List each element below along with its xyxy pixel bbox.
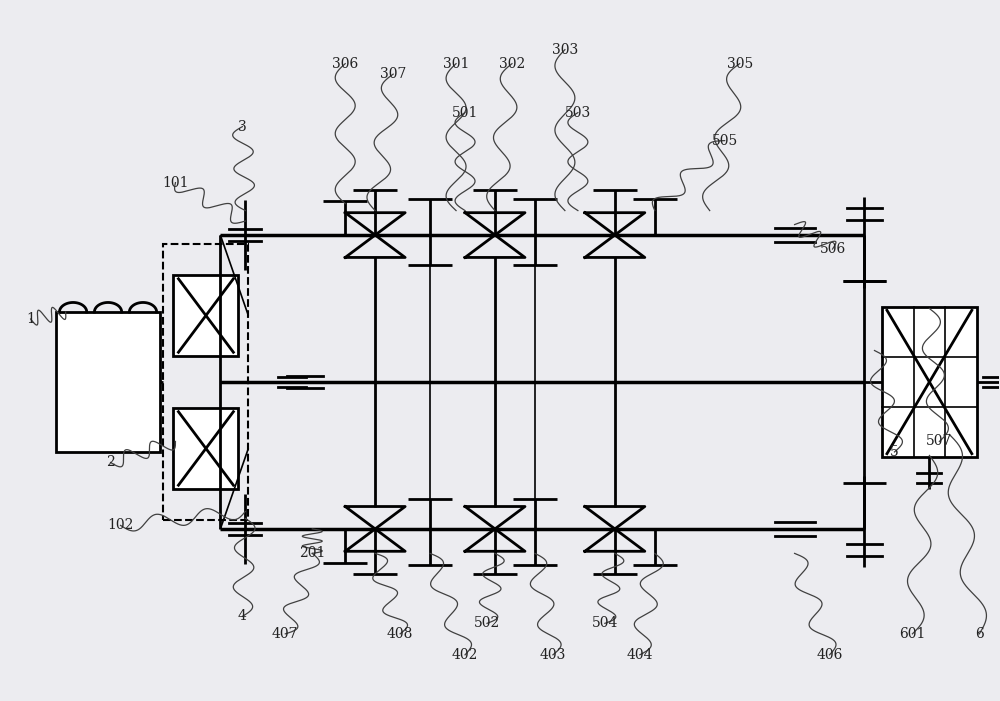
Text: 102: 102 xyxy=(107,519,134,532)
Text: 201: 201 xyxy=(299,546,325,560)
Text: 507: 507 xyxy=(926,435,953,449)
Text: 408: 408 xyxy=(387,627,413,641)
Text: 1: 1 xyxy=(26,312,35,326)
Text: 5: 5 xyxy=(890,445,899,459)
Text: 403: 403 xyxy=(540,648,566,662)
Text: 402: 402 xyxy=(452,648,478,662)
Text: 101: 101 xyxy=(162,175,189,189)
Text: 503: 503 xyxy=(565,106,591,120)
Text: 4: 4 xyxy=(238,609,247,623)
Text: 302: 302 xyxy=(499,57,525,71)
Bar xyxy=(882,307,977,457)
Text: 407: 407 xyxy=(272,627,299,641)
Text: 505: 505 xyxy=(712,134,738,148)
Text: 502: 502 xyxy=(474,616,500,630)
Text: 307: 307 xyxy=(380,67,406,81)
Text: 301: 301 xyxy=(443,57,469,71)
Text: 601: 601 xyxy=(899,627,926,641)
Text: 303: 303 xyxy=(552,43,578,57)
Text: 404: 404 xyxy=(627,648,653,662)
Text: 2: 2 xyxy=(106,456,115,470)
Text: 306: 306 xyxy=(332,57,358,71)
Bar xyxy=(173,408,238,489)
Text: 506: 506 xyxy=(819,242,846,256)
Bar xyxy=(56,312,160,452)
Text: 406: 406 xyxy=(816,648,843,662)
Text: 305: 305 xyxy=(727,57,753,71)
Bar xyxy=(163,244,248,520)
Text: 6: 6 xyxy=(975,627,984,641)
Text: 504: 504 xyxy=(592,616,618,630)
Text: 501: 501 xyxy=(452,106,478,120)
Text: 3: 3 xyxy=(238,120,247,134)
Bar xyxy=(173,275,238,355)
